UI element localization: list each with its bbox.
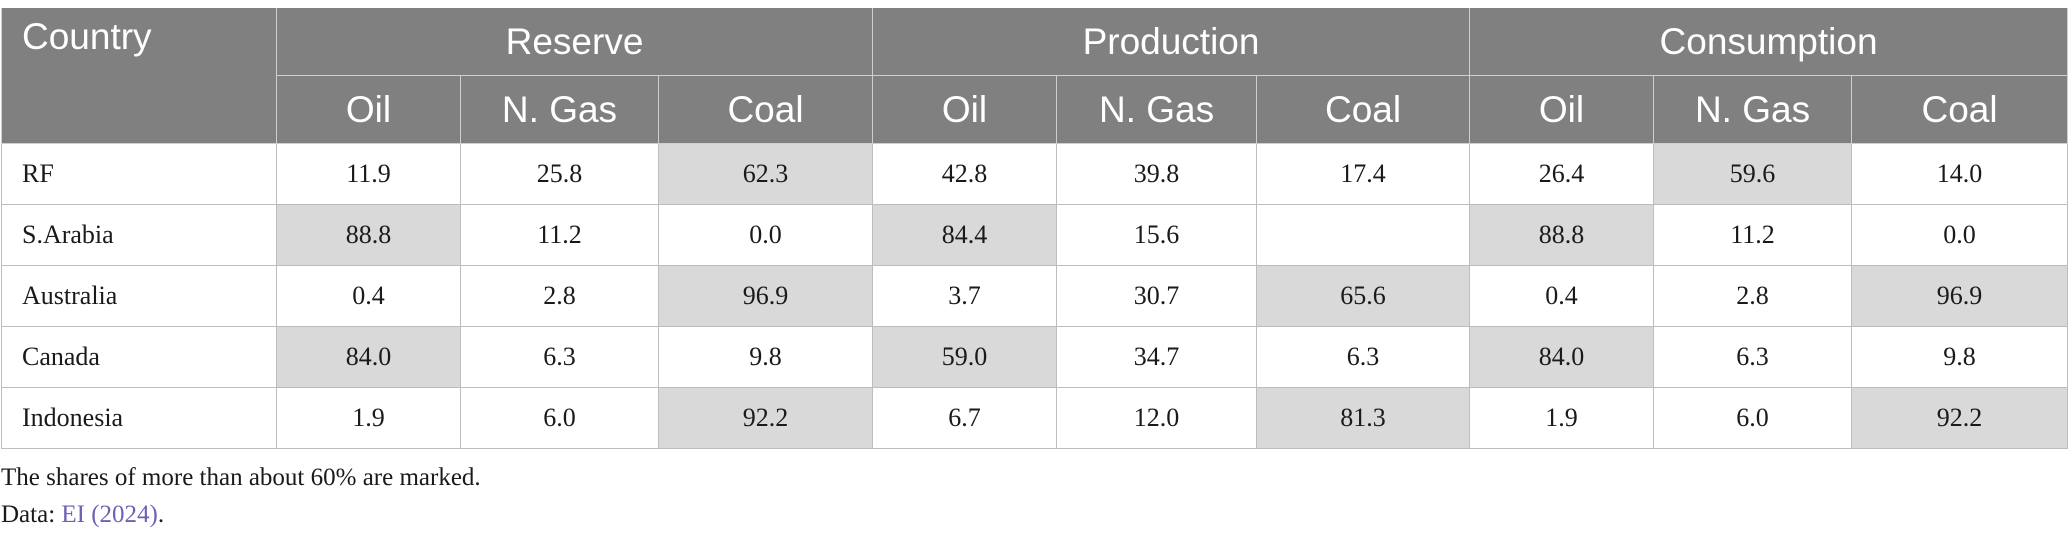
table-cell: 2.8 bbox=[1653, 265, 1853, 327]
table-cell: 0.4 bbox=[1469, 265, 1655, 327]
table-cell: 92.2 bbox=[1851, 387, 2068, 449]
header-production-oil: Oil bbox=[872, 75, 1058, 144]
table-row: RF 11.9 25.8 62.3 42.8 39.8 17.4 26.4 59… bbox=[1, 143, 2068, 205]
table-cell: 81.3 bbox=[1256, 387, 1471, 449]
table-cell: 11.2 bbox=[1653, 204, 1853, 266]
table-footnotes: The shares of more than about 60% are ma… bbox=[1, 459, 2068, 533]
table-cell: 62.3 bbox=[657, 143, 874, 205]
table-cell: 6.0 bbox=[1653, 387, 1853, 449]
header-reserve-coal: Coal bbox=[657, 75, 874, 144]
table-cell: 15.6 bbox=[1056, 204, 1258, 266]
table-row: S.Arabia 88.8 11.2 0.0 84.4 15.6 88.8 11… bbox=[1, 204, 2068, 266]
row-country: Australia bbox=[1, 265, 277, 327]
table-cell: 6.0 bbox=[460, 387, 659, 449]
table-cell: 9.8 bbox=[657, 326, 874, 388]
row-country: Canada bbox=[1, 326, 277, 388]
header-row-groups: Country Reserve Production Consumption bbox=[1, 8, 2068, 144]
table-row: Canada 84.0 6.3 9.8 59.0 34.7 6.3 84.0 6… bbox=[1, 326, 2068, 388]
table-cell: 65.6 bbox=[1256, 265, 1471, 327]
header-group-reserve: Reserve bbox=[275, 8, 874, 76]
source-prefix: Data: bbox=[1, 501, 62, 528]
table-cell: 9.8 bbox=[1851, 326, 2068, 388]
table-container: Country Reserve Production Consumption O… bbox=[0, 8, 2068, 533]
table-cell: 25.8 bbox=[460, 143, 659, 205]
header-production-gas: N. Gas bbox=[1056, 75, 1258, 144]
table-cell: 39.8 bbox=[1056, 143, 1258, 205]
table-cell: 84.4 bbox=[872, 204, 1058, 266]
header-reserve-oil: Oil bbox=[276, 75, 461, 144]
footnote-source: Data: EI (2024). bbox=[1, 496, 2068, 533]
table-cell: 11.9 bbox=[276, 143, 461, 205]
header-consumption-coal: Coal bbox=[1851, 75, 2068, 144]
table-cell: 88.8 bbox=[1469, 204, 1655, 266]
table-cell: 12.0 bbox=[1056, 387, 1258, 449]
table-cell: 96.9 bbox=[1851, 265, 2068, 327]
table-cell: 2.8 bbox=[460, 265, 659, 327]
table-cell: 0.4 bbox=[276, 265, 461, 327]
header-consumption-oil: Oil bbox=[1469, 75, 1655, 144]
table-row: Australia 0.4 2.8 96.9 3.7 30.7 65.6 0.4… bbox=[1, 265, 2068, 327]
row-country: RF bbox=[1, 143, 277, 205]
table-cell: 6.3 bbox=[460, 326, 659, 388]
row-country: Indonesia bbox=[1, 387, 277, 449]
table-cell: 84.0 bbox=[1469, 326, 1655, 388]
table-cell: 34.7 bbox=[1056, 326, 1258, 388]
table-cell: 6.7 bbox=[872, 387, 1058, 449]
header-group-production: Production bbox=[872, 8, 1471, 76]
header-group-consumption: Consumption bbox=[1469, 8, 2068, 76]
table-cell: 42.8 bbox=[872, 143, 1058, 205]
table-cell: 26.4 bbox=[1469, 143, 1655, 205]
source-suffix: . bbox=[157, 501, 165, 528]
table-row: Indonesia 1.9 6.0 92.2 6.7 12.0 81.3 1.9… bbox=[1, 387, 2068, 449]
table-cell: 30.7 bbox=[1056, 265, 1258, 327]
header-production-coal: Coal bbox=[1256, 75, 1471, 144]
table-cell: 14.0 bbox=[1851, 143, 2068, 205]
source-link[interactable]: EI (2024) bbox=[61, 501, 158, 528]
table-cell: 1.9 bbox=[276, 387, 461, 449]
table-cell: 88.8 bbox=[276, 204, 461, 266]
table-cell: 0.0 bbox=[1851, 204, 2068, 266]
header-reserve-gas: N. Gas bbox=[460, 75, 659, 144]
footnote-marking: The shares of more than about 60% are ma… bbox=[1, 464, 481, 491]
table-cell: 84.0 bbox=[276, 326, 461, 388]
table-cell: 96.9 bbox=[657, 265, 874, 327]
table-cell: 11.2 bbox=[460, 204, 659, 266]
table-cell: 6.3 bbox=[1256, 326, 1471, 388]
table-cell: 3.7 bbox=[872, 265, 1058, 327]
table-cell: 17.4 bbox=[1256, 143, 1471, 205]
header-consumption-gas: N. Gas bbox=[1653, 75, 1853, 144]
table-cell: 59.6 bbox=[1653, 143, 1853, 205]
header-country: Country bbox=[1, 8, 277, 144]
table-cell: 1.9 bbox=[1469, 387, 1655, 449]
table-cell: 6.3 bbox=[1653, 326, 1853, 388]
table-cell bbox=[1256, 204, 1471, 266]
row-country: S.Arabia bbox=[1, 204, 277, 266]
table-cell: 0.0 bbox=[657, 204, 874, 266]
table-cell: 59.0 bbox=[872, 326, 1058, 388]
energy-share-table: Country Reserve Production Consumption O… bbox=[1, 8, 2068, 449]
header-row-subcolumns: Oil N. Gas Coal Oil N. Gas Coal Oil N. G… bbox=[2, 75, 2068, 144]
table-cell: 92.2 bbox=[657, 387, 874, 449]
